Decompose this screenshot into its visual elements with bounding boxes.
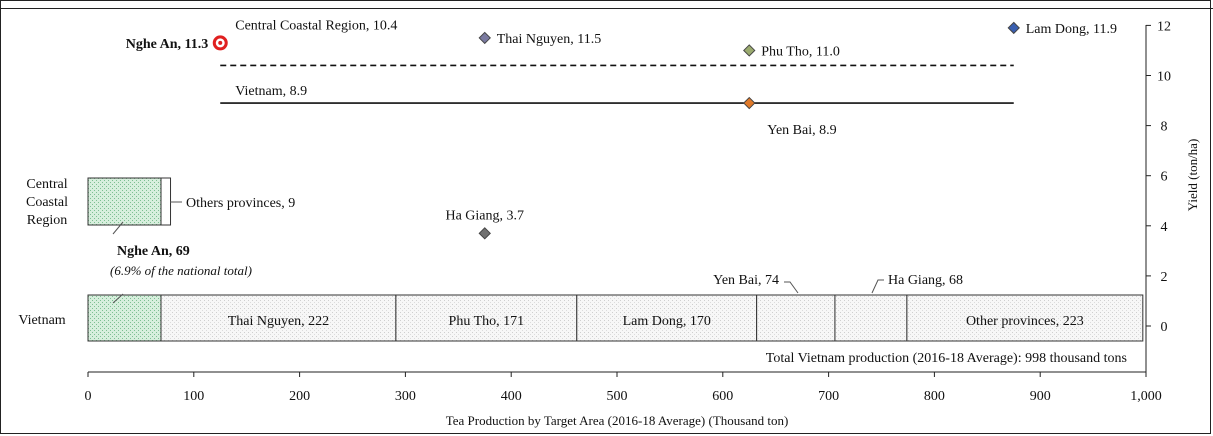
row-label-central-2: Coastal (26, 195, 68, 210)
x-tick-label: 800 (924, 389, 945, 404)
row-label-central-1: Central (26, 177, 67, 192)
x-tick-label: 200 (289, 389, 310, 404)
nghe-an-label: Nghe An, 69 (117, 244, 190, 259)
y-tick-label: 6 (1161, 170, 1168, 185)
yen-bai-leader (784, 281, 799, 294)
y-tick-label: 12 (1157, 19, 1171, 34)
ha-giang-callout: Ha Giang, 68 (888, 273, 963, 288)
vietnam-bar-segment (160, 294, 397, 342)
top-border-line (0, 8, 1213, 9)
yield-point-label: Thai Nguyen, 11.5 (497, 32, 601, 47)
y-axis-title: Yield (ton/ha) (1185, 139, 1200, 212)
row-label-vietnam: Vietnam (18, 313, 65, 328)
x-tick-label: 1,000 (1130, 389, 1162, 404)
central-bar-segment (87, 177, 162, 226)
yield-point-marker-center (218, 40, 223, 45)
yield-point-label: Ha Giang, 3.7 (445, 208, 524, 223)
vietnam-bar-segment (756, 294, 836, 342)
vietnam-bar-segment (395, 294, 578, 342)
yield-points: Nghe An, 11.3 Thai Nguyen, 11.5 Phu Tho, 1… (126, 21, 1117, 240)
nghe-an-share-label: (6.9% of the national total) (110, 263, 252, 278)
yield-point-label: Yen Bai, 8.9 (767, 123, 836, 138)
yield-point-marker (743, 96, 756, 110)
vietnam-bar-segment (834, 294, 908, 342)
yield-point-marker (1007, 21, 1020, 35)
central-bar-segment (160, 177, 172, 226)
y-tick-label: 10 (1157, 70, 1171, 85)
nghe-an-central-leader (112, 221, 124, 235)
x-tick-label: 300 (395, 389, 416, 404)
ha-giang-leader (871, 279, 884, 294)
x-tick-label: 100 (183, 389, 204, 404)
yield-point-marker (478, 227, 491, 240)
reference-lines: Central Coastal Region, 10.4 Vietnam, 8.9 (220, 18, 1014, 104)
y-axis-ticks: 0 2 4 6 8 10 12 (1146, 19, 1171, 335)
yield-point-label: Lam Dong, 11.9 (1026, 22, 1117, 37)
yield-point-label: Phu Tho, 11.0 (761, 44, 840, 59)
x-tick-label: 900 (1030, 389, 1051, 404)
y-tick-label: 2 (1161, 270, 1168, 285)
vietnam-bar-segment (87, 294, 162, 342)
row-label-central-3: Region (27, 213, 67, 228)
y-tick-label: 8 (1161, 120, 1168, 135)
x-axis-title: Tea Production by Target Area (2016-18 A… (446, 413, 789, 428)
vietnam-bar-segment (906, 294, 1144, 342)
others-provinces-label: Others provinces, 9 (186, 196, 295, 211)
x-tick-label: 0 (85, 389, 92, 404)
y-tick-label: 0 (1161, 320, 1168, 335)
vietnam-bar-segment-label: Other provinces, 223 (966, 314, 1084, 329)
vietnam-bar-segment-label: Phu Tho, 171 (449, 314, 525, 329)
yield-point-marker (478, 31, 491, 45)
nghe-an-leader (112, 293, 124, 304)
x-tick-label: 600 (712, 389, 733, 404)
y-tick-label: 4 (1161, 220, 1168, 235)
x-tick-label: 500 (607, 389, 628, 404)
x-tick-label: 400 (501, 389, 522, 404)
central-coastal-production-bar (87, 177, 172, 226)
x-axis-ticks: 0 100 200 300 400 500 600 700 800 900 1,000 (85, 372, 1162, 404)
reference-line-label: Central Coastal Region, 10.4 (235, 18, 397, 33)
vietnam-production-bar: Thai Nguyen, 222 Phu Tho, 171 Lam Dong, 17… (87, 294, 1144, 342)
vietnam-bar-segment-label: Lam Dong, 170 (623, 314, 711, 329)
vietnam-bar-segment-label: Thai Nguyen, 222 (228, 314, 329, 329)
vietnam-bar-segment (576, 294, 758, 342)
reference-line-label: Vietnam, 8.9 (235, 84, 307, 99)
yield-point-label: Nghe An, 11.3 (126, 37, 208, 52)
total-production-note: Total Vietnam production (2016-18 Averag… (766, 351, 1127, 366)
yen-bai-callout: Yen Bai, 74 (713, 273, 779, 288)
x-tick-label: 700 (818, 389, 839, 404)
yield-point-marker (743, 44, 756, 57)
